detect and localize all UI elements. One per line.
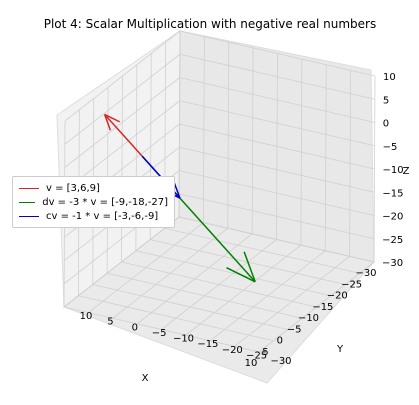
z-tick-label: −25 bbox=[382, 235, 403, 246]
x-axis-label: X bbox=[142, 373, 149, 384]
y-tick-label: −5 bbox=[152, 328, 167, 339]
legend-swatch-dv bbox=[19, 202, 35, 203]
legend-item-v: v = [3,6,9] bbox=[19, 181, 168, 195]
legend-item-cv: cv = -1 * v = [-3,-6,-9] bbox=[19, 209, 168, 223]
y-tick-label: −10 bbox=[173, 334, 194, 345]
z-tick-label: −15 bbox=[382, 188, 403, 199]
x-tick-label: −15 bbox=[312, 302, 333, 313]
legend-swatch-v bbox=[19, 188, 39, 189]
legend-item-dv: dv = -3 * v = [-9,-18,-27] bbox=[19, 195, 168, 209]
z-axis-label: Z bbox=[403, 166, 410, 177]
y-tick-label: 0 bbox=[132, 322, 138, 333]
legend: v = [3,6,9] dv = -3 * v = [-9,-18,-27] c… bbox=[12, 176, 175, 228]
x-tick-label: −5 bbox=[287, 324, 302, 335]
x-tick-label: −25 bbox=[341, 279, 362, 290]
x-tick-label: 0 bbox=[277, 336, 283, 347]
y-axis-label: Y bbox=[336, 344, 344, 355]
legend-label-dv: dv = -3 * v = [-9,-18,-27] bbox=[42, 197, 168, 208]
z-tick-label: 0 bbox=[383, 119, 389, 130]
legend-label-v: v = [3,6,9] bbox=[46, 183, 100, 194]
z-tick-label: −10 bbox=[383, 165, 404, 176]
chart-title: Plot 4: Scalar Multiplication with negat… bbox=[44, 17, 377, 31]
z-tick-label: −5 bbox=[383, 142, 398, 153]
z-tick-label: 10 bbox=[383, 72, 396, 83]
x-tick-label: −20 bbox=[327, 291, 348, 302]
x-tick-label: −30 bbox=[355, 268, 376, 279]
y-tick-label: −20 bbox=[222, 345, 243, 356]
z-tick-label: −20 bbox=[382, 212, 403, 223]
y-tick-label: −30 bbox=[270, 356, 291, 367]
y-tick-label: 5 bbox=[107, 317, 113, 328]
y-tick-label: −15 bbox=[197, 339, 218, 350]
y-tick-label: −25 bbox=[246, 350, 267, 361]
y-tick-label: 10 bbox=[80, 311, 93, 322]
legend-label-cv: cv = -1 * v = [-3,-6,-9] bbox=[46, 211, 158, 222]
x-tick-label: −10 bbox=[298, 313, 319, 324]
legend-swatch-cv bbox=[19, 216, 39, 217]
z-tick-label: −30 bbox=[382, 258, 403, 269]
z-tick-label: 5 bbox=[383, 95, 389, 106]
